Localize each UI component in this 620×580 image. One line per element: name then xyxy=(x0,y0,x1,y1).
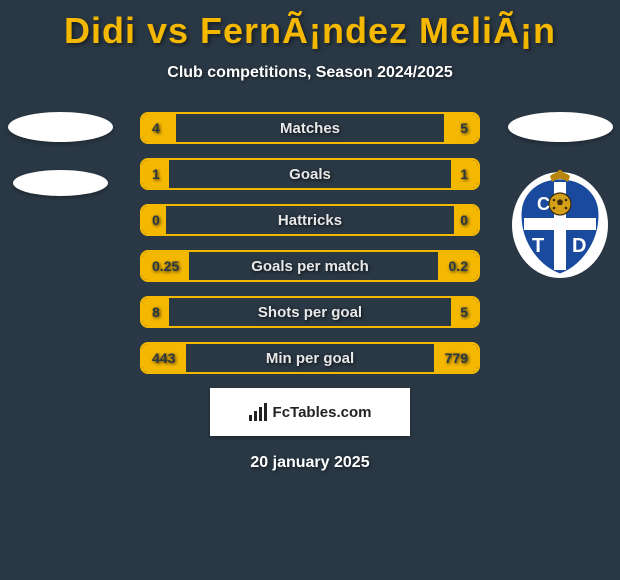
badge-letter-d: D xyxy=(572,235,586,257)
attribution-badge: FcTables.com xyxy=(210,388,410,436)
subtitle: Club competitions, Season 2024/2025 xyxy=(0,64,620,82)
stat-bar: 85Shots per goal xyxy=(140,296,480,328)
stat-fill-left xyxy=(142,206,166,234)
player-right-club-badge: C T D xyxy=(510,170,610,280)
stat-bar: 00Hattricks xyxy=(140,204,480,236)
stat-fill-right xyxy=(434,344,478,372)
stat-fill-right xyxy=(444,114,478,142)
stat-label: Goals xyxy=(142,160,478,188)
stat-label: Matches xyxy=(142,114,478,142)
stat-bar: 45Matches xyxy=(140,112,480,144)
stat-bar: 443779Min per goal xyxy=(140,342,480,374)
stat-fill-left xyxy=(142,252,189,280)
player-left-photo-placeholder xyxy=(8,112,113,142)
stat-fill-left xyxy=(142,298,169,326)
date-label: 20 january 2025 xyxy=(0,454,620,472)
cross-horizontal xyxy=(524,218,596,230)
crown-orb xyxy=(557,170,563,176)
stat-label: Goals per match xyxy=(142,252,478,280)
stat-fill-left xyxy=(142,160,169,188)
stat-label: Hattricks xyxy=(142,206,478,234)
player-right-column: C T D xyxy=(500,112,620,280)
fctables-logo-icon xyxy=(249,403,267,421)
stat-label: Shots per goal xyxy=(142,298,478,326)
stat-fill-right xyxy=(454,206,478,234)
stat-bar: 0.250.2Goals per match xyxy=(140,250,480,282)
tenerife-badge-svg: C T D xyxy=(510,170,610,280)
attribution-text: FcTables.com xyxy=(273,404,372,421)
stat-fill-left xyxy=(142,114,176,142)
player-left-column xyxy=(0,112,120,196)
player-right-photo-placeholder xyxy=(508,112,613,142)
player-left-club-placeholder xyxy=(13,170,108,196)
stat-label: Min per goal xyxy=(142,344,478,372)
stat-fill-left xyxy=(142,344,186,372)
stat-fill-right xyxy=(451,160,478,188)
stats-column: 45Matches 11Goals 00Hattricks 0.250.2Goals … xyxy=(140,112,480,374)
badge-letter-t: T xyxy=(532,235,544,257)
badge-letter-c: C xyxy=(537,194,550,214)
stat-fill-right xyxy=(451,298,478,326)
page-title: Didi vs FernÃ¡ndez MeliÃ¡n xyxy=(0,0,620,52)
stat-bar: 11Goals xyxy=(140,158,480,190)
comparison-panel: C T D 45Matches 11Goals 00Hattricks 0.250.2… xyxy=(0,112,620,374)
stat-fill-right xyxy=(438,252,478,280)
